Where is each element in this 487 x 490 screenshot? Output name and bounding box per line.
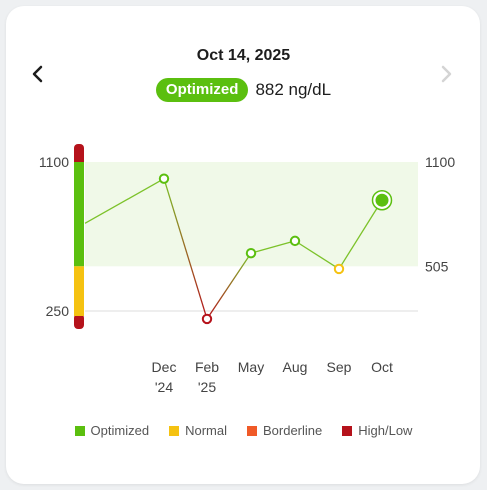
x-axis-tick: Sep — [327, 359, 352, 375]
range-bar-optimized — [74, 162, 84, 267]
testosterone-chart: 1100 250 1100 505 Dec '24 Feb '25 May Aug Sep Oct — [39, 144, 455, 395]
x-axis-tick: Oct — [371, 359, 393, 375]
status-badge: Optimized — [155, 78, 249, 102]
x-axis-tick: Feb — [195, 359, 219, 375]
data-point — [201, 313, 213, 325]
legend-item: High/Low — [342, 423, 412, 438]
series-line-segment — [163, 178, 208, 320]
data-point — [245, 247, 257, 259]
series-line-segment — [206, 252, 252, 320]
x-axis-tick-year: '24 — [155, 379, 173, 395]
legend-swatch — [246, 425, 257, 436]
legend-label: Normal — [185, 423, 227, 438]
legend-swatch — [342, 425, 353, 436]
legend-item: Borderline — [246, 423, 323, 438]
data-point-current — [375, 193, 389, 207]
chart-legend: Optimized Normal Borderline High/Low — [0, 423, 487, 438]
next-button[interactable] — [434, 60, 458, 88]
legend-item: Normal — [169, 423, 227, 438]
legend-swatch — [74, 425, 85, 436]
series-line-segment — [250, 240, 296, 254]
x-axis-tick-year: '25 — [198, 379, 216, 395]
reading-date: Oct 14, 2025 — [196, 47, 291, 64]
chevron-left-icon — [32, 65, 43, 83]
legend-label: Optimized — [90, 423, 150, 438]
legend-item: Optimized — [74, 423, 150, 438]
series-line-segment — [84, 178, 165, 224]
series-line-segment — [294, 240, 340, 270]
data-point — [333, 263, 345, 275]
left-axis-tick: 1100 — [39, 154, 69, 170]
left-axis-tick: 250 — [46, 303, 70, 319]
previous-button[interactable] — [26, 60, 50, 88]
chevron-right-icon — [441, 65, 452, 83]
x-axis-tick: May — [238, 359, 264, 375]
x-axis-tick: Aug — [283, 359, 308, 375]
legend-label: High/Low — [358, 423, 413, 438]
reading-value: 882 ng/dL — [255, 80, 332, 99]
series-line-segment — [338, 199, 383, 270]
range-bar-normal — [74, 266, 84, 316]
data-point — [289, 235, 301, 247]
status-row: Optimized 882 ng/dL — [0, 78, 487, 102]
x-axis-tick: Dec — [152, 359, 177, 375]
data-point — [158, 173, 170, 184]
right-axis-tick: 1100 — [425, 154, 455, 170]
legend-swatch — [169, 425, 180, 436]
range-bar-low — [74, 314, 84, 329]
right-axis-tick: 505 — [425, 258, 449, 274]
legend-label: Borderline — [262, 423, 323, 438]
